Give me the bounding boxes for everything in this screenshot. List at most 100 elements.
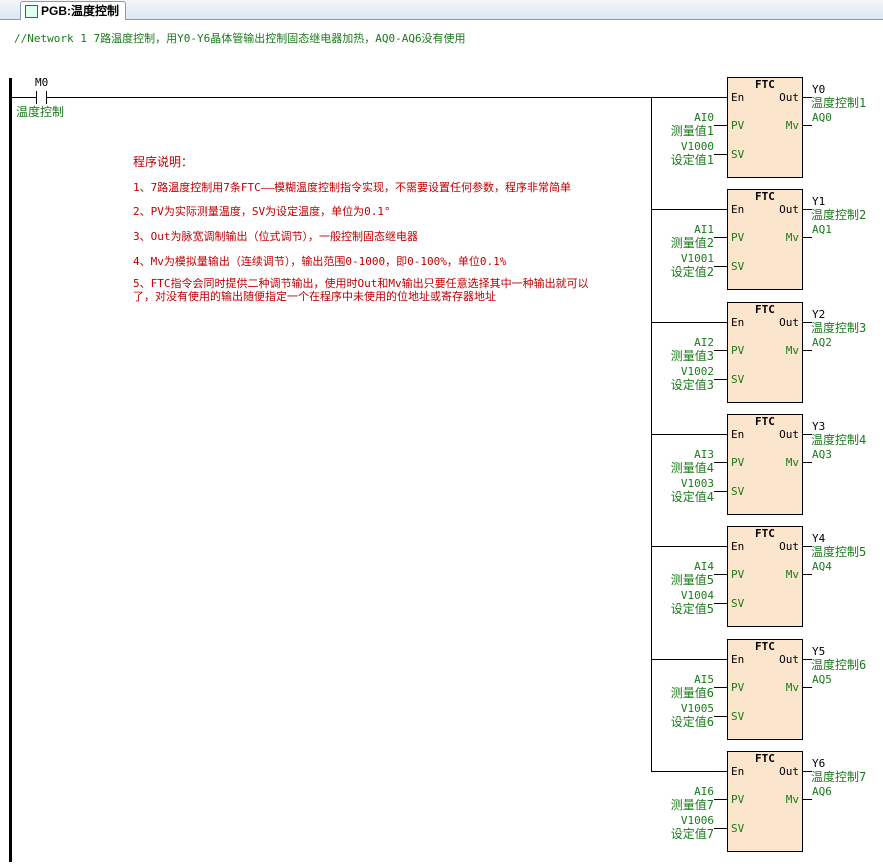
pv-address[interactable]: AI3 xyxy=(694,448,714,461)
tab-program[interactable]: PGB:温度控制 xyxy=(20,1,127,20)
sv-wire xyxy=(714,828,727,829)
pv-pin: PV xyxy=(731,568,745,581)
block-name: FTC xyxy=(755,78,775,91)
sv-pin: SV xyxy=(731,260,745,273)
pv-pin: PV xyxy=(731,344,745,357)
sv-pin: SV xyxy=(731,148,745,161)
ftc-block[interactable]: FTC En Out PV Mv SV xyxy=(727,77,803,178)
block-name: FTC xyxy=(755,303,775,316)
out-address[interactable]: Y0 xyxy=(812,83,826,96)
mv-address[interactable]: AQ5 xyxy=(812,673,832,686)
network-comment: //Network 1 7路温度控制，用Y0-Y6晶体管输出控制固态继电器加热，… xyxy=(14,32,466,45)
out-address[interactable]: Y4 xyxy=(812,532,826,545)
contact-address: M0 xyxy=(35,76,49,89)
pv-pin: PV xyxy=(731,681,745,694)
out-pin: Out xyxy=(779,428,799,441)
mv-address[interactable]: AQ4 xyxy=(812,560,832,573)
mv-pin: Mv xyxy=(785,231,799,244)
note-line: 5、FTC指令会同时提供二种调节输出，使用时Out和Mv输出只要任意选择其中一种… xyxy=(133,277,589,303)
note-line: 2、PV为实际测量温度，SV为设定温度，单位为0.1° xyxy=(133,205,391,218)
block-name: FTC xyxy=(755,190,775,203)
en-pin: En xyxy=(731,91,745,104)
mv-address[interactable]: AQ6 xyxy=(812,785,832,798)
out-wire xyxy=(803,546,812,547)
pv-label: 测量值4 xyxy=(670,461,714,475)
out-address[interactable]: Y5 xyxy=(812,645,826,658)
ftc-block[interactable]: FTC En Out PV Mv SV xyxy=(727,414,803,515)
sv-pin: SV xyxy=(731,710,745,723)
out-label: 温度控制6 xyxy=(811,658,867,672)
tab-title: PGB:温度控制 xyxy=(41,4,120,18)
branch-wire xyxy=(651,659,727,660)
sv-address[interactable]: V1000 xyxy=(680,140,714,153)
sv-label: 设定值3 xyxy=(670,378,714,392)
ftc-block[interactable]: FTC En Out PV Mv SV xyxy=(727,189,803,290)
pv-address[interactable]: AI2 xyxy=(694,336,714,349)
block-name: FTC xyxy=(755,640,775,653)
rung-wire xyxy=(47,97,727,98)
mv-wire xyxy=(803,350,812,351)
out-wire xyxy=(803,97,812,98)
mv-pin: Mv xyxy=(785,456,799,469)
out-wire xyxy=(803,659,812,660)
pv-address[interactable]: AI5 xyxy=(694,673,714,686)
ftc-block[interactable]: FTC En Out PV Mv SV xyxy=(727,639,803,740)
mv-address[interactable]: AQ0 xyxy=(812,111,832,124)
out-address[interactable]: Y3 xyxy=(812,420,826,433)
sv-label: 设定值5 xyxy=(670,602,714,616)
ftc-block[interactable]: FTC En Out PV Mv SV xyxy=(727,751,803,852)
pv-wire xyxy=(714,237,727,238)
sv-pin: SV xyxy=(731,373,745,386)
pv-pin: PV xyxy=(731,456,745,469)
out-address[interactable]: Y6 xyxy=(812,757,826,770)
sv-pin: SV xyxy=(731,485,745,498)
sv-address[interactable]: V1006 xyxy=(680,814,714,827)
sv-address[interactable]: V1004 xyxy=(680,589,714,602)
contact-right[interactable] xyxy=(46,91,47,104)
block-name: FTC xyxy=(755,415,775,428)
out-pin: Out xyxy=(779,653,799,666)
sv-label: 设定值4 xyxy=(670,490,714,504)
pv-address[interactable]: AI1 xyxy=(694,223,714,236)
out-address[interactable]: Y2 xyxy=(812,308,826,321)
sv-pin: SV xyxy=(731,822,745,835)
note-line: 1、7路温度控制用7条FTC——模糊温度控制指令实现，不需要设置任何参数，程序非… xyxy=(133,181,571,194)
mv-wire xyxy=(803,237,812,238)
pv-address[interactable]: AI6 xyxy=(694,785,714,798)
sv-address[interactable]: V1003 xyxy=(680,477,714,490)
sv-address[interactable]: V1005 xyxy=(680,702,714,715)
mv-wire xyxy=(803,687,812,688)
out-pin: Out xyxy=(779,91,799,104)
out-address[interactable]: Y1 xyxy=(812,195,826,208)
pv-pin: PV xyxy=(731,793,745,806)
mv-address[interactable]: AQ2 xyxy=(812,336,832,349)
pv-address[interactable]: AI0 xyxy=(694,111,714,124)
note-line: 3、Out为脉宽调制输出（位式调节），一般控制固态继电器 xyxy=(133,230,418,243)
out-wire xyxy=(803,209,812,210)
en-pin: En xyxy=(731,765,745,778)
pv-label: 测量值2 xyxy=(670,236,714,250)
pv-address[interactable]: AI4 xyxy=(694,560,714,573)
sv-wire xyxy=(714,154,727,155)
contact-left[interactable] xyxy=(36,91,37,104)
sv-address[interactable]: V1002 xyxy=(680,365,714,378)
block-name: FTC xyxy=(755,752,775,765)
out-pin: Out xyxy=(779,316,799,329)
out-label: 温度控制4 xyxy=(811,433,867,447)
block-name: FTC xyxy=(755,527,775,540)
left-power-rail xyxy=(9,78,12,862)
pv-pin: PV xyxy=(731,119,745,132)
ftc-block[interactable]: FTC En Out PV Mv SV xyxy=(727,526,803,627)
notes-title: 程序说明： xyxy=(133,155,194,169)
ftc-block[interactable]: FTC En Out PV Mv SV xyxy=(727,302,803,403)
branch-wire xyxy=(651,771,727,772)
sv-address[interactable]: V1001 xyxy=(680,252,714,265)
rung-wire xyxy=(12,97,36,98)
mv-address[interactable]: AQ3 xyxy=(812,448,832,461)
note-line: 4、Mv为模拟量输出（连续调节），输出范围0-1000，即0-100%，单位0.… xyxy=(133,255,507,268)
mv-pin: Mv xyxy=(785,344,799,357)
tab-bar: PGB:温度控制 xyxy=(0,0,883,20)
mv-pin: Mv xyxy=(785,681,799,694)
mv-address[interactable]: AQ1 xyxy=(812,223,832,236)
out-pin: Out xyxy=(779,203,799,216)
